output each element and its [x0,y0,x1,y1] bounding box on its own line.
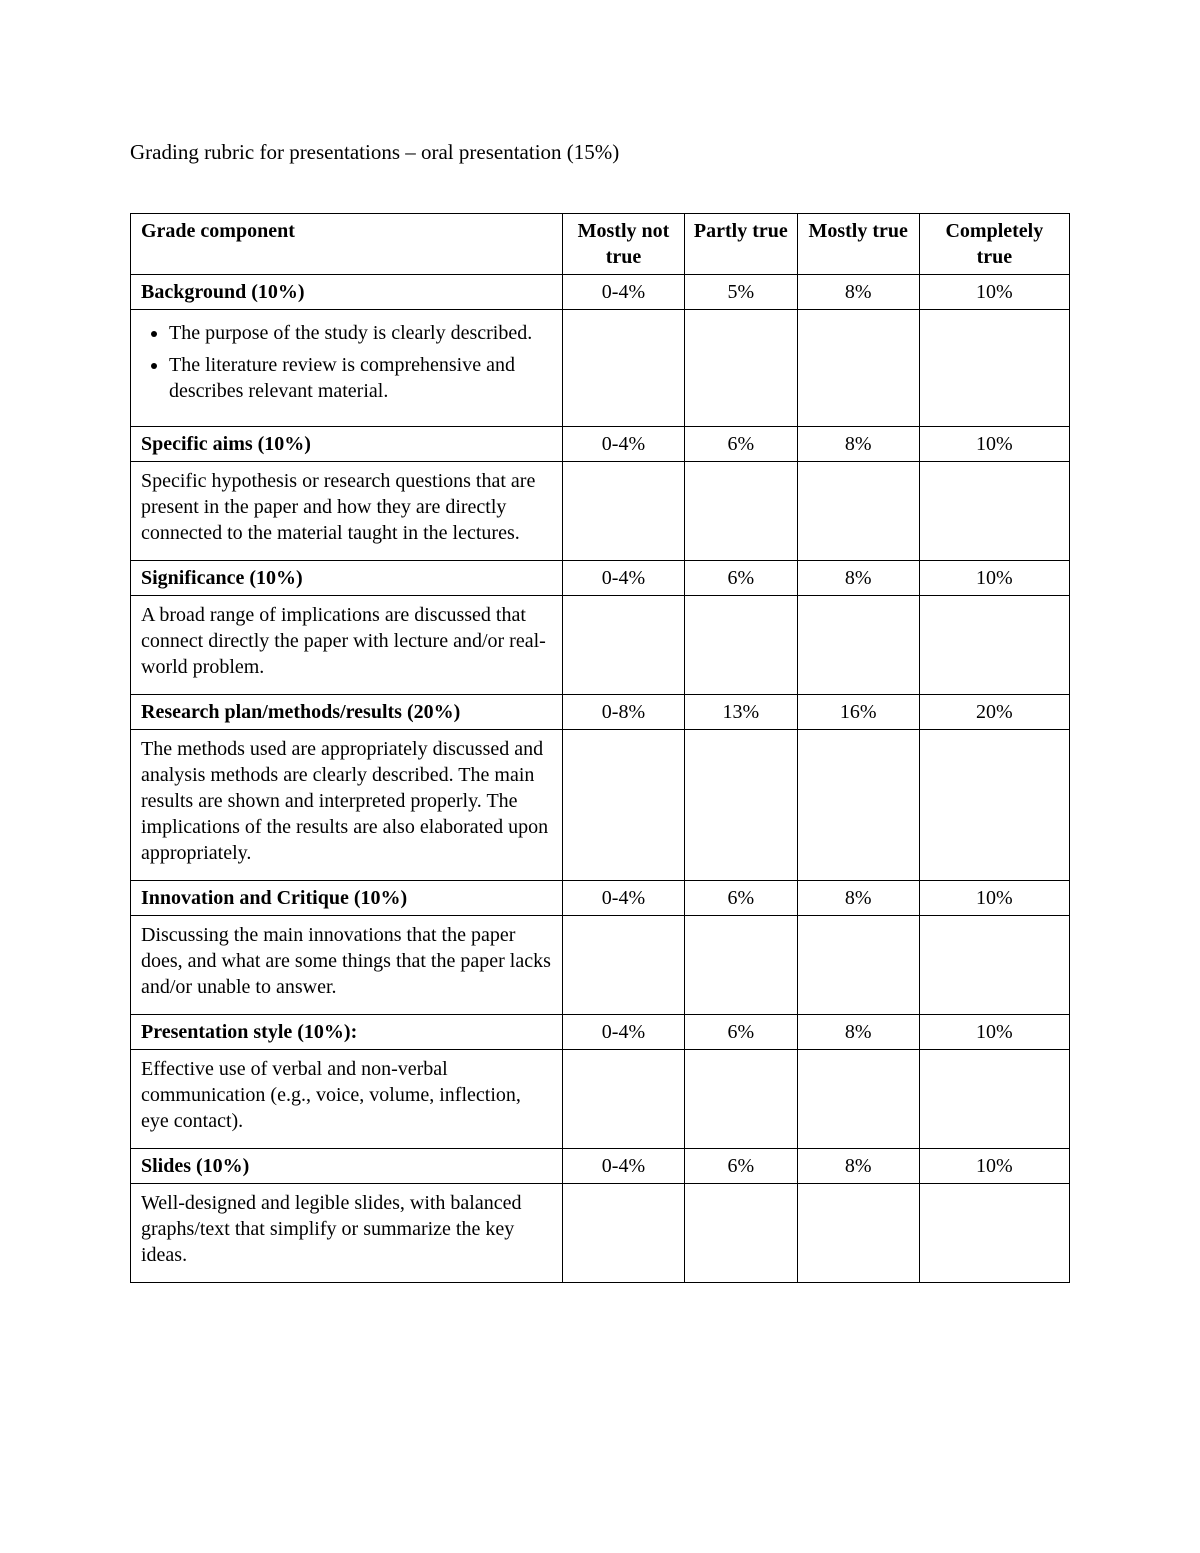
empty-cell [919,1184,1069,1283]
empty-cell [562,310,684,427]
empty-cell [562,462,684,561]
section-desc-row: Effective use of verbal and non-verbal c… [131,1050,1070,1149]
rubric-table: Grade component Mostly not true Partly t… [130,213,1070,1283]
empty-cell [797,730,919,881]
section-heading: Specific aims (10%) [131,427,563,462]
table-header-row: Grade component Mostly not true Partly t… [131,214,1070,275]
score-cell: 10% [919,561,1069,596]
score-cell: 0-4% [562,881,684,916]
score-cell: 8% [797,1149,919,1184]
empty-cell [797,916,919,1015]
section-description: The purpose of the study is clearly desc… [131,310,563,427]
empty-cell [797,596,919,695]
empty-cell [685,916,798,1015]
section-desc-row: The purpose of the study is clearly desc… [131,310,1070,427]
empty-cell [562,596,684,695]
empty-cell [562,730,684,881]
score-cell: 6% [685,1149,798,1184]
score-cell: 8% [797,1015,919,1050]
section-desc-row: A broad range of implications are discus… [131,596,1070,695]
section-description: A broad range of implications are discus… [131,596,563,695]
score-cell: 6% [685,1015,798,1050]
empty-cell [797,1050,919,1149]
section-heading: Significance (10%) [131,561,563,596]
section-heading-row: Specific aims (10%)0-4%6%8%10% [131,427,1070,462]
section-description: Specific hypothesis or research question… [131,462,563,561]
section-heading-row: Research plan/methods/results (20%)0-8%1… [131,695,1070,730]
empty-cell [562,1050,684,1149]
score-cell: 0-4% [562,275,684,310]
empty-cell [919,1050,1069,1149]
section-description: Effective use of verbal and non-verbal c… [131,1050,563,1149]
section-description: Discussing the main innovations that the… [131,916,563,1015]
empty-cell [685,730,798,881]
section-desc-row: Specific hypothesis or research question… [131,462,1070,561]
page-container: Grading rubric for presentations – oral … [0,0,1200,1553]
empty-cell [685,1050,798,1149]
empty-cell [919,462,1069,561]
section-desc-row: The methods used are appropriately discu… [131,730,1070,881]
score-cell: 20% [919,695,1069,730]
score-cell: 0-4% [562,1149,684,1184]
section-description: Well-designed and legible slides, with b… [131,1184,563,1283]
section-desc-row: Well-designed and legible slides, with b… [131,1184,1070,1283]
section-heading-row: Presentation style (10%):0-4%6%8%10% [131,1015,1070,1050]
empty-cell [797,310,919,427]
empty-cell [685,462,798,561]
table-body: Background (10%)0-4%5%8%10%The purpose o… [131,275,1070,1283]
score-cell: 10% [919,1015,1069,1050]
section-heading-row: Innovation and Critique (10%)0-4%6%8%10% [131,881,1070,916]
score-cell: 10% [919,881,1069,916]
page-title: Grading rubric for presentations – oral … [130,140,1070,165]
score-cell: 0-4% [562,561,684,596]
score-cell: 13% [685,695,798,730]
score-cell: 8% [797,275,919,310]
score-cell: 8% [797,881,919,916]
section-heading: Research plan/methods/results (20%) [131,695,563,730]
score-cell: 6% [685,561,798,596]
table-header: Grade component Mostly not true Partly t… [131,214,1070,275]
section-desc-row: Discussing the main innovations that the… [131,916,1070,1015]
score-cell: 10% [919,1149,1069,1184]
empty-cell [685,1184,798,1283]
score-cell: 8% [797,561,919,596]
score-cell: 0-4% [562,427,684,462]
empty-cell [797,1184,919,1283]
bullet-item: The literature review is comprehensive a… [169,352,552,404]
score-cell: 0-8% [562,695,684,730]
empty-cell [919,730,1069,881]
section-heading: Background (10%) [131,275,563,310]
col-header-completely-true: Completely true [919,214,1069,275]
empty-cell [685,310,798,427]
score-cell: 6% [685,427,798,462]
col-header-partly-true: Partly true [685,214,798,275]
empty-cell [562,1184,684,1283]
empty-cell [685,596,798,695]
score-cell: 10% [919,427,1069,462]
score-cell: 0-4% [562,1015,684,1050]
score-cell: 16% [797,695,919,730]
section-description: The methods used are appropriately discu… [131,730,563,881]
empty-cell [919,596,1069,695]
col-header-component: Grade component [131,214,563,275]
empty-cell [562,916,684,1015]
bullet-item: The purpose of the study is clearly desc… [169,320,552,346]
empty-cell [797,462,919,561]
bullet-list: The purpose of the study is clearly desc… [141,320,552,404]
section-heading-row: Slides (10%)0-4%6%8%10% [131,1149,1070,1184]
score-cell: 10% [919,275,1069,310]
col-header-mostly-true: Mostly true [797,214,919,275]
empty-cell [919,310,1069,427]
score-cell: 5% [685,275,798,310]
score-cell: 8% [797,427,919,462]
section-heading: Presentation style (10%): [131,1015,563,1050]
section-heading-row: Background (10%)0-4%5%8%10% [131,275,1070,310]
score-cell: 6% [685,881,798,916]
section-heading: Slides (10%) [131,1149,563,1184]
col-header-mostly-not-true: Mostly not true [562,214,684,275]
section-heading: Innovation and Critique (10%) [131,881,563,916]
empty-cell [919,916,1069,1015]
section-heading-row: Significance (10%)0-4%6%8%10% [131,561,1070,596]
